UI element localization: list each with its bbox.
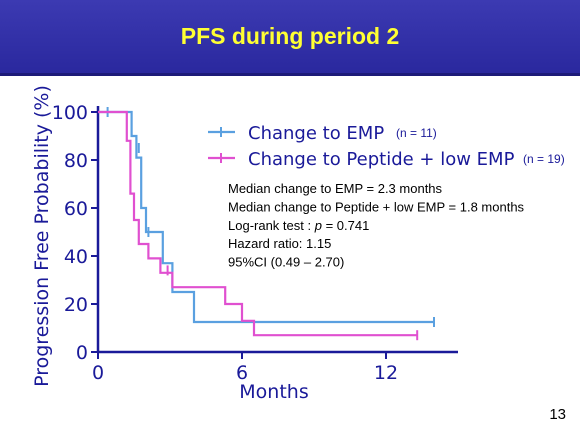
stats-annotation: Median change to Peptide + low EMP = 1.8… (228, 199, 525, 214)
y-axis-label: Progression Free Probability (%) (31, 85, 53, 387)
series-line-peptide-low-emp (98, 110, 418, 337)
series-line-emp (98, 110, 434, 324)
y-tick-label: 0 (76, 342, 88, 364)
legend-n-emp: (n = 11) (396, 126, 437, 140)
legend-label-peptide-low-emp: Change to Peptide + low EMP (248, 149, 515, 170)
x-tick-label: 6 (236, 362, 248, 384)
stats-annotation: Median change to EMP = 2.3 months (228, 181, 443, 196)
page-number: 13 (549, 406, 566, 423)
x-tick-label: 12 (374, 362, 398, 384)
legend-n-peptide-low-emp: (n = 19) (523, 152, 565, 166)
y-tick-label: 20 (64, 294, 88, 316)
legend-label-emp: Change to EMP (248, 123, 384, 144)
y-tick-label: 100 (52, 102, 88, 124)
x-axis-label: Months (239, 381, 308, 403)
x-tick-label: 0 (92, 362, 104, 384)
slide-title-bar: PFS during period 2 (0, 0, 580, 76)
y-tick-label: 80 (64, 150, 88, 172)
stats-annotation: Log-rank test : p = 0.741 (228, 218, 369, 233)
y-tick-label: 40 (64, 246, 88, 268)
slide-title: PFS during period 2 (180, 23, 400, 49)
stats-annotation: 95%CI (0.49 – 2.70) (228, 255, 344, 270)
stats-annotation: Hazard ratio: 1.15 (228, 236, 331, 251)
y-tick-label: 60 (64, 198, 88, 220)
